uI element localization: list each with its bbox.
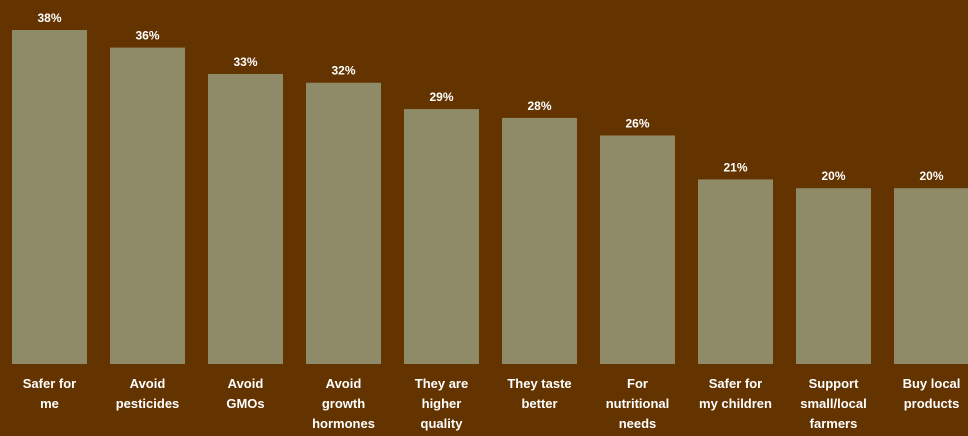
category-label-6: For nutritional needs: [606, 376, 670, 431]
category-label-line: higher: [422, 396, 462, 411]
bar-3: [306, 82, 381, 364]
category-label-line: hormones: [312, 416, 375, 431]
category-label-line: products: [904, 396, 960, 411]
category-label-9: Buy local products: [903, 376, 961, 411]
bar-2: [208, 73, 283, 365]
bar-5: [502, 117, 577, 364]
value-label-0: 38%: [37, 11, 61, 25]
category-label-4: They are higher quality: [415, 376, 468, 431]
bar-9: [894, 188, 968, 364]
category-label-line: small/local: [800, 396, 866, 411]
category-label-1: Avoid pesticides: [116, 376, 180, 411]
category-label-line: quality: [421, 416, 464, 431]
category-label-7: Safer for my children: [699, 376, 772, 411]
category-label-line: Buy local: [903, 376, 961, 391]
category-label-0: Safer for me: [23, 376, 76, 411]
category-label-line: better: [521, 396, 557, 411]
category-label-line: needs: [619, 416, 657, 431]
bar-7: [698, 179, 773, 364]
category-label-line: Safer for: [23, 376, 76, 391]
value-label-6: 26%: [625, 116, 649, 130]
value-label-4: 29%: [429, 90, 453, 104]
category-label-line: For: [627, 376, 648, 391]
category-label-line: growth: [322, 396, 365, 411]
category-label-line: Support: [809, 376, 859, 391]
value-label-2: 33%: [233, 55, 257, 69]
category-label-2: Avoid GMOs: [226, 376, 264, 411]
category-label-line: pesticides: [116, 396, 180, 411]
value-label-3: 32%: [331, 64, 355, 78]
bar-8: [796, 188, 871, 364]
category-label-line: nutritional: [606, 396, 670, 411]
bar-1: [110, 47, 185, 364]
value-label-1: 36%: [135, 29, 159, 43]
value-label-5: 28%: [527, 99, 551, 113]
category-label-line: my children: [699, 396, 772, 411]
value-label-9: 20%: [919, 169, 943, 183]
category-label-5: They taste better: [507, 376, 571, 411]
category-label-line: GMOs: [226, 396, 264, 411]
category-label-line: Safer for: [709, 376, 762, 391]
category-label-line: Avoid: [228, 376, 264, 391]
category-label-line: Avoid: [130, 376, 166, 391]
value-label-7: 21%: [723, 160, 747, 174]
category-label-line: They are: [415, 376, 468, 391]
value-labels-group: 38% 36% 33% 32% 29% 28% 26% 21% 20% 20%: [37, 11, 943, 183]
bar-6: [600, 135, 675, 364]
category-label-3: Avoid growth hormones: [312, 376, 375, 431]
category-label-line: They taste: [507, 376, 571, 391]
bar-4: [404, 109, 479, 365]
category-label-8: Support small/local farmers: [800, 376, 866, 431]
bars-group: [12, 30, 968, 365]
category-label-line: farmers: [810, 416, 858, 431]
value-label-8: 20%: [821, 169, 845, 183]
category-label-line: Avoid: [326, 376, 362, 391]
category-label-line: me: [40, 396, 59, 411]
bar-0: [12, 30, 87, 364]
